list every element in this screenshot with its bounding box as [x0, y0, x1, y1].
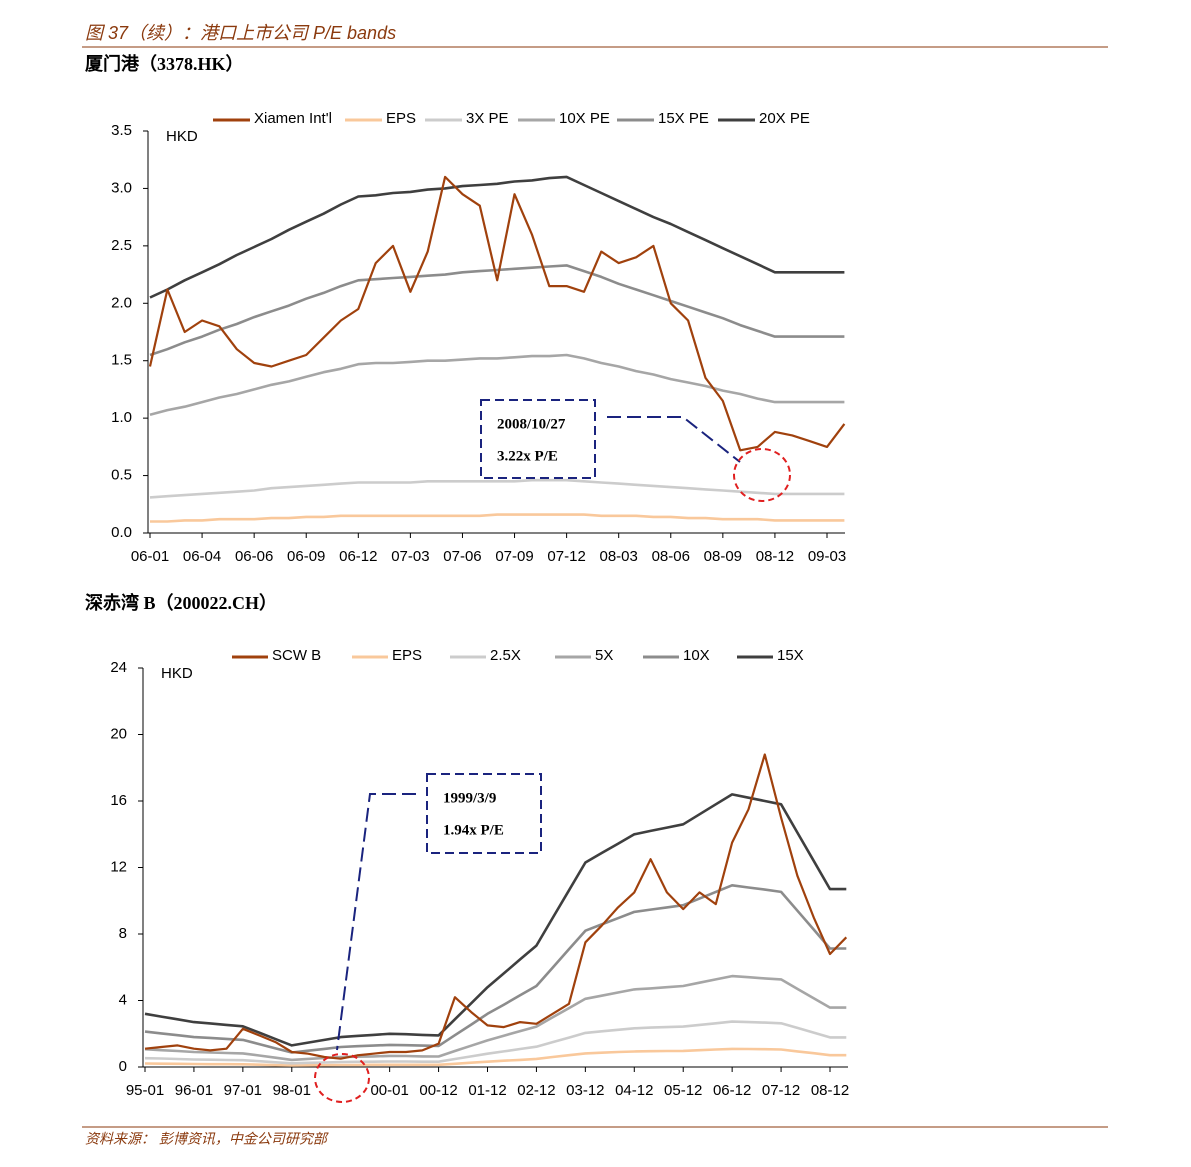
annotation-box	[480, 399, 596, 479]
y-tick-label: 0	[119, 1058, 127, 1075]
legend-label: 15X PE	[658, 110, 709, 127]
series-line	[149, 175, 845, 299]
legend-label: Xiamen Int'l	[254, 110, 332, 127]
legend-label: SCW B	[272, 647, 321, 664]
annotation-circle	[314, 1053, 370, 1103]
x-tick-label: 08-06	[652, 548, 690, 565]
y-tick-label: 12	[110, 858, 127, 875]
series-line	[144, 884, 847, 1054]
x-tick-label: 00-01	[370, 1082, 408, 1099]
x-tick-label: 05-12	[664, 1082, 702, 1099]
y-tick-label: 0.5	[111, 467, 132, 484]
legend-label: EPS	[392, 647, 422, 664]
series-line	[144, 1020, 847, 1065]
page-title: 图 37（续）：港口上市公司 P/E bands	[85, 23, 396, 43]
y-tick-label: 8	[119, 925, 127, 942]
legend-label: 5X	[595, 647, 613, 664]
y-tick-label: 16	[110, 792, 127, 809]
source-note: 资料来源： 彭博资讯，中金公司研究部	[85, 1131, 329, 1147]
series-line	[148, 175, 846, 452]
annotation-circle	[733, 448, 791, 502]
x-tick-label: 98-01	[273, 1082, 311, 1099]
series-line	[149, 264, 845, 357]
x-tick-label: 09-03	[808, 548, 846, 565]
y-tick-label: 20	[110, 725, 127, 742]
annotation-text: 1.94x P/E	[443, 822, 504, 838]
x-tick-label: 06-01	[131, 548, 169, 565]
x-tick-label: 04-12	[615, 1082, 653, 1099]
legend-label: 20X PE	[759, 110, 810, 127]
series-line	[144, 793, 847, 1047]
series-line	[150, 513, 845, 523]
series-line	[149, 353, 845, 416]
x-tick-label: 06-06	[235, 548, 273, 565]
legend-label: 3X PE	[466, 110, 509, 127]
chart-title: 厦门港（3378.HK）	[85, 53, 244, 74]
x-tick-label: 06-04	[183, 548, 221, 565]
unit-label: HKD	[161, 665, 193, 682]
annotation-text: 3.22x P/E	[497, 448, 558, 464]
annotation-box	[426, 773, 542, 854]
x-tick-label: 07-09	[495, 548, 533, 565]
legend-label: 2.5X	[490, 647, 521, 664]
y-tick-label: 1.5	[111, 352, 132, 369]
y-tick-label: 3.5	[111, 122, 132, 139]
x-tick-label: 08-12	[811, 1082, 849, 1099]
series-line	[144, 753, 848, 1060]
x-tick-label: 08-03	[600, 548, 638, 565]
series-line	[149, 478, 845, 499]
x-tick-label: 07-03	[391, 548, 429, 565]
x-tick-label: 95-01	[126, 1082, 164, 1099]
legend-label: 10X	[683, 647, 710, 664]
unit-label: HKD	[166, 128, 198, 145]
annotation-date: 1999/3/9	[443, 790, 496, 806]
x-tick-label: 96-01	[175, 1082, 213, 1099]
legend-label: 15X	[777, 647, 804, 664]
y-tick-label: 2.5	[111, 237, 132, 254]
y-tick-label: 2.0	[111, 294, 132, 311]
series-line	[144, 1047, 847, 1067]
x-tick-label: 00-12	[419, 1082, 457, 1099]
y-tick-label: 1.0	[111, 409, 132, 426]
annotation-leader	[607, 416, 741, 463]
y-tick-label: 0.0	[111, 524, 132, 541]
legend-label: 10X PE	[559, 110, 610, 127]
x-tick-label: 07-12	[547, 548, 585, 565]
x-tick-label: 07-12	[762, 1082, 800, 1099]
x-tick-label: 06-12	[339, 548, 377, 565]
series-line	[144, 974, 847, 1062]
x-tick-label: 97-01	[224, 1082, 262, 1099]
annotation-date: 2008/10/27	[497, 416, 566, 432]
y-tick-label: 4	[119, 991, 127, 1008]
annotation-leader	[336, 793, 416, 1051]
x-tick-label: 06-12	[713, 1082, 751, 1099]
x-tick-label: 03-12	[566, 1082, 604, 1099]
x-tick-label: 01-12	[468, 1082, 506, 1099]
y-tick-label: 24	[110, 659, 127, 676]
x-tick-label: 06-09	[287, 548, 325, 565]
legend-label: EPS	[386, 110, 416, 127]
y-tick-label: 3.0	[111, 179, 132, 196]
x-tick-label: 08-12	[756, 548, 794, 565]
chart-title: 深赤湾 B（200022.CH）	[85, 592, 277, 613]
x-tick-label: 07-06	[443, 548, 481, 565]
x-tick-label: 08-09	[704, 548, 742, 565]
x-tick-label: 02-12	[517, 1082, 555, 1099]
